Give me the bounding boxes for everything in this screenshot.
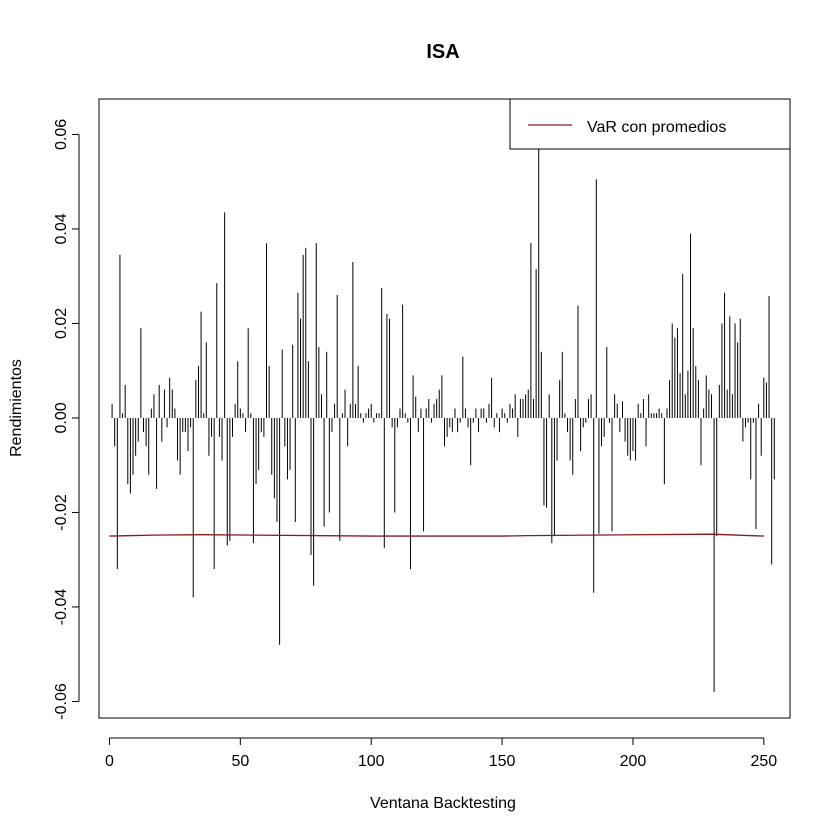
y-tick-label: 0.02 [53, 308, 70, 339]
chart-title: ISA [426, 41, 459, 63]
x-tick-label: 0 [105, 753, 114, 770]
y-tick-label: 0.04 [53, 213, 70, 244]
var-line [109, 533, 764, 537]
x-tick-label: 100 [358, 753, 385, 770]
y-tick-label: -0.04 [53, 589, 70, 626]
y-axis: -0.06 -0.04 -0.02 0.00 0.02 0.04 0.06 [53, 119, 80, 720]
y-tick-label: 0.06 [53, 119, 70, 150]
x-tick-label: 150 [489, 753, 516, 770]
var-line-group [109, 533, 764, 537]
return-bars [111, 124, 775, 693]
x-axis: 0 50 100 150 200 250 [105, 737, 777, 770]
plot-frame [98, 98, 791, 719]
legend-label-var: VaR con promedios [587, 119, 726, 136]
x-tick-label: 250 [750, 753, 777, 770]
y-tick-label: 0.00 [53, 402, 70, 433]
y-axis-label: Rendimientos [8, 359, 25, 457]
y-tick-label: -0.06 [53, 683, 70, 720]
x-axis-label: Ventana Backtesting [370, 795, 516, 812]
legend: VaR con promedios [509, 98, 791, 150]
legend-box [509, 98, 791, 150]
x-tick-label: 200 [620, 753, 647, 770]
y-tick-label: -0.02 [53, 494, 70, 531]
x-tick-label: 50 [231, 753, 249, 770]
